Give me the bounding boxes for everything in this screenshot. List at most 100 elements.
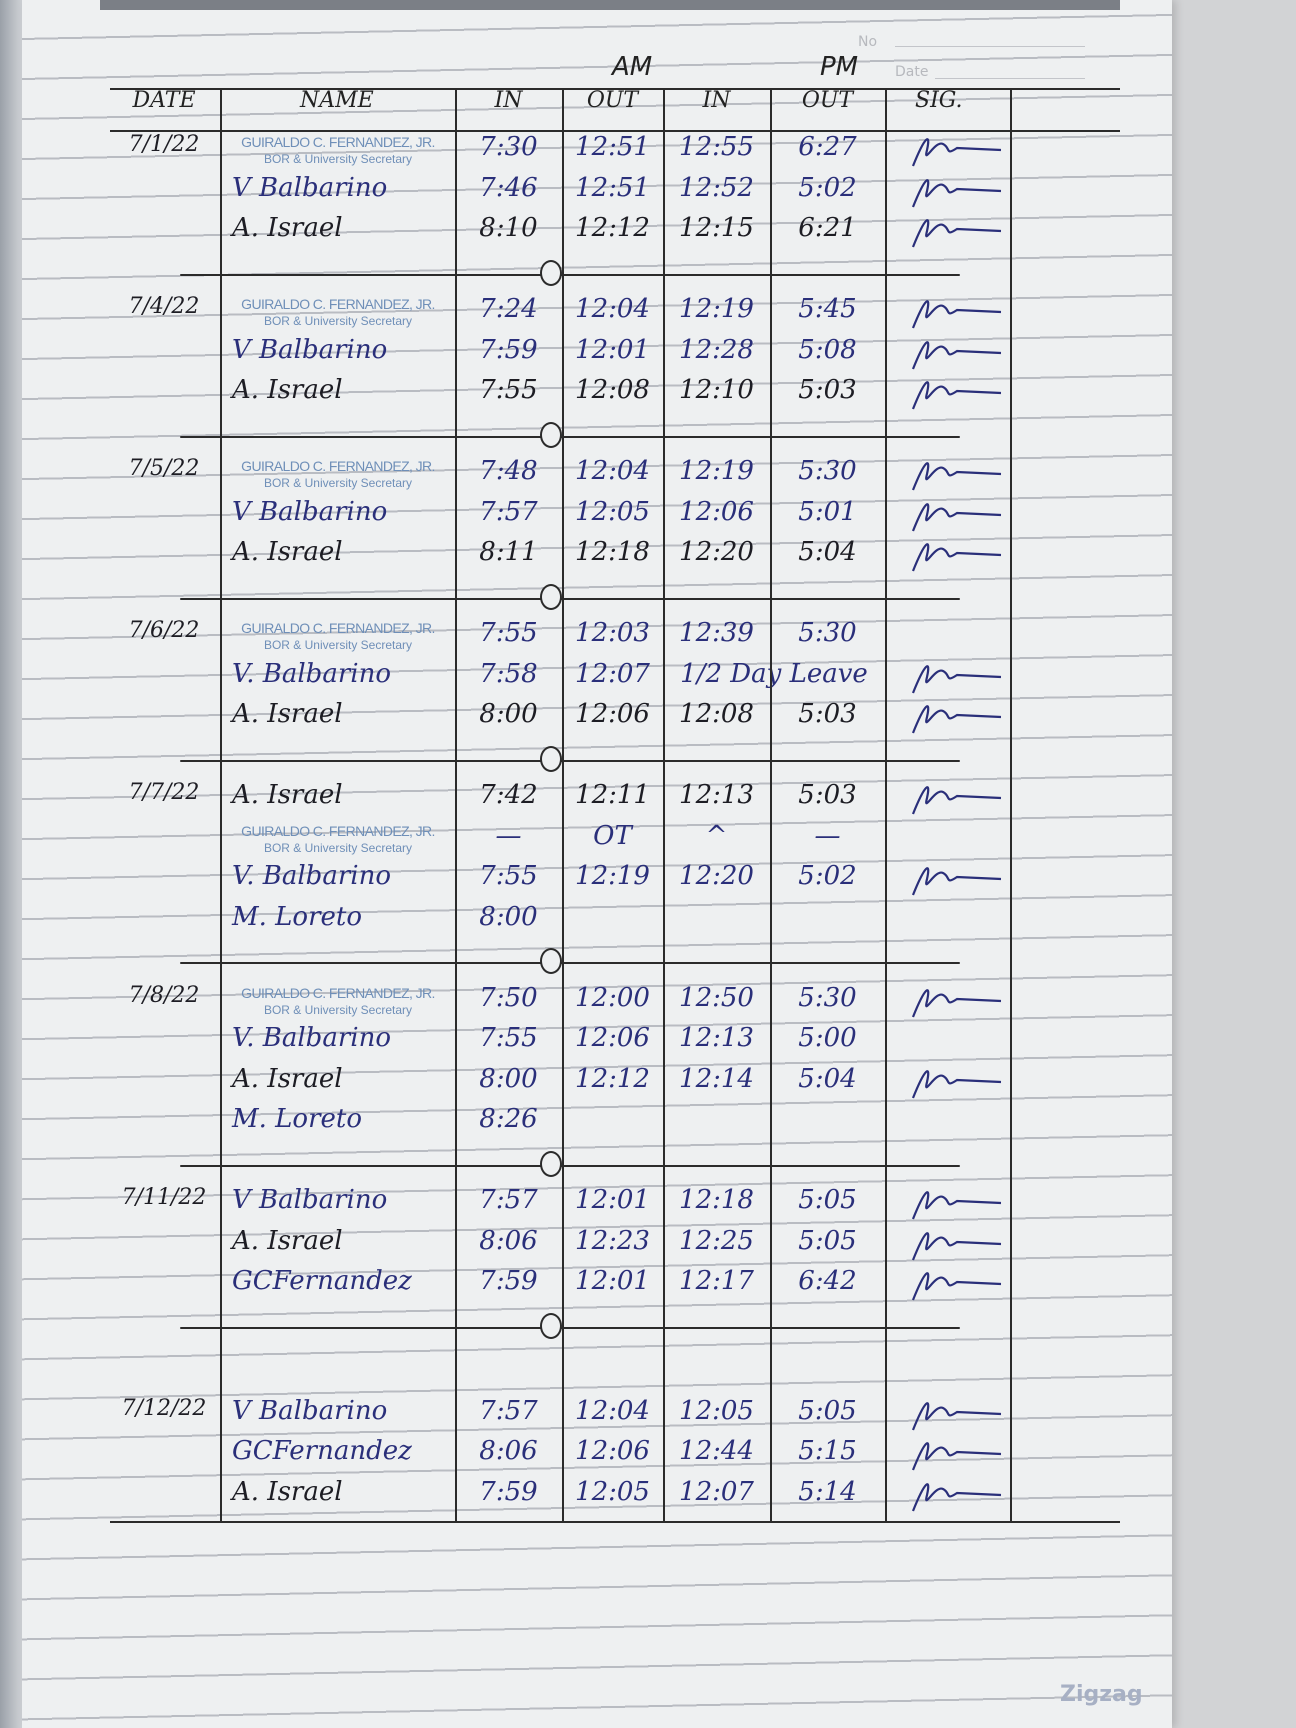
column-divider: [220, 88, 222, 1522]
pm-out-cell: 5:03: [798, 375, 857, 405]
name-cell: A. Israel: [232, 780, 343, 810]
am-in-cell: 7:24: [479, 294, 538, 324]
am-in-cell: 7:59: [479, 1476, 538, 1507]
table-row: GUIRALDO C. FERNANDEZ, JR. BOR & Universi…: [110, 821, 1120, 861]
am-out-cell: 12:12: [575, 1063, 650, 1094]
pm-in-cell: 12:10: [679, 375, 754, 405]
date-cell: 7/1/22: [128, 132, 200, 157]
am-in-cell: 7:59: [479, 1266, 538, 1296]
am-out-cell: 12:03: [575, 618, 650, 648]
am-out-cell: 12:08: [575, 375, 650, 405]
column-divider: [770, 88, 772, 1522]
pm-in-cell: 12:50: [679, 982, 754, 1013]
am-in-cell: 8:11: [479, 537, 538, 567]
am-out-cell: 12:12: [575, 213, 650, 243]
table-row: 7/12/22 V Balbarino 7:57 12:04 12:05 5:05: [110, 1396, 1120, 1436]
table-row: A. Israel 8:06 12:23 12:25 5:05: [110, 1226, 1120, 1266]
name-cell: A. Israel: [232, 1476, 343, 1507]
pm-out-cell: 5:30: [798, 982, 857, 1013]
pm-in-cell: 12:20: [679, 537, 754, 567]
name-cell: A. Israel: [232, 1225, 343, 1256]
table-row: A. Israel 7:59 12:05 12:07 5:14: [110, 1477, 1120, 1517]
am-in-cell: 7:59: [479, 334, 538, 365]
name-cell: GCFernandez: [232, 1266, 412, 1296]
group-separator: [110, 740, 1120, 780]
pm-in-cell: 12:08: [679, 699, 754, 729]
header-pm-in: IN: [702, 88, 731, 113]
table-row: A. Israel 7:55 12:08 12:10 5:03: [110, 375, 1120, 415]
pm-in-cell: 12:39: [679, 618, 754, 648]
table-row: M. Loreto 8:26: [110, 1104, 1120, 1144]
am-in-cell: 7:48: [479, 456, 538, 486]
am-in-cell: 8:00: [479, 699, 538, 729]
separator-circle: [540, 745, 562, 772]
am-out-cell: 12:06: [575, 1023, 650, 1053]
name-cell: V. Balbarino: [232, 861, 391, 891]
am-out-cell: 12:06: [575, 699, 650, 729]
pm-out-cell: 5:05: [798, 1185, 857, 1215]
pm-in-cell: 12:13: [679, 780, 754, 810]
am-out-cell: 12:05: [575, 1476, 650, 1507]
separator-line: [180, 597, 960, 600]
name-cell: V Balbarino: [232, 1395, 388, 1426]
separator-circle: [540, 1312, 562, 1339]
pm-out-cell: 5:15: [798, 1436, 857, 1467]
pm-in-cell: ^: [705, 820, 728, 851]
am-out-cell: 12:18: [575, 537, 650, 567]
table-row: 7/11/22 V Balbarino 7:57 12:01 12:18 5:05: [110, 1185, 1120, 1225]
date-cell: 7/7/22: [128, 780, 200, 805]
pm-in-cell: 12:18: [679, 1185, 754, 1215]
signature-mark: [911, 178, 1002, 207]
pm-out-cell: 6:42: [798, 1266, 857, 1296]
signature-mark: [911, 1069, 1002, 1098]
am-in-cell: 7:55: [479, 618, 538, 648]
date-cell: 7/5/22: [128, 456, 200, 481]
table-row: M. Loreto 8:00: [110, 902, 1120, 942]
pm-in-cell: 12:25: [679, 1225, 754, 1256]
separator-line: [180, 1326, 960, 1329]
am-out-cell: 12:04: [575, 1395, 650, 1426]
stamp-name: GUIRALDO C. FERNANDEZ, JR.: [241, 822, 435, 839]
pm-in-cell: 12:20: [679, 861, 754, 891]
am-in-cell: 8:06: [479, 1225, 538, 1256]
group-separator: [110, 416, 1120, 456]
table-header: DATE NAME IN OUT IN OUT SIG.: [110, 88, 1120, 128]
am-in-cell: 8:26: [479, 1104, 538, 1134]
separator-line: [180, 435, 960, 438]
date-cell: 7/11/22: [121, 1185, 207, 1210]
table-bottom-rule: [110, 1521, 1120, 1524]
pm-out-cell: 5:30: [798, 618, 857, 648]
am-out-cell: 12:05: [575, 496, 650, 527]
pm-out-cell: 5:02: [798, 172, 857, 203]
notebook-edge: [0, 0, 22, 1728]
group-separator: [110, 942, 1120, 982]
date-printed-label: Date: [895, 64, 929, 80]
name-stamp: GUIRALDO C. FERNANDEZ, JR. BOR & Universi…: [223, 294, 453, 328]
pm-out-cell: 5:03: [798, 780, 857, 810]
signature-mark: [911, 381, 1002, 410]
signature-mark: [911, 1442, 1002, 1471]
am-in-cell: 7:30: [479, 132, 538, 162]
name-cell: V. Balbarino: [232, 1023, 391, 1053]
am-in-cell: 8:00: [479, 1063, 538, 1094]
am-in-cell: 7:55: [479, 1023, 538, 1053]
header-name: NAME: [300, 88, 374, 113]
stamp-name: GUIRALDO C. FERNANDEZ, JR.: [241, 134, 435, 150]
pm-out-cell: 5:05: [798, 1395, 857, 1426]
pm-in-cell: 12:55: [679, 132, 754, 162]
header-sig: SIG.: [915, 88, 963, 113]
name-cell: V Balbarino: [232, 334, 388, 365]
table-row: 7/4/22 GUIRALDO C. FERNANDEZ, JR. BOR & Un…: [110, 294, 1120, 334]
am-in-cell: 7:57: [479, 1185, 538, 1215]
separator-circle: [540, 421, 562, 448]
no-label: No: [858, 34, 878, 50]
am-out-cell: 12:04: [575, 294, 650, 324]
am-out-cell: 12:04: [575, 456, 650, 486]
name-cell: A. Israel: [232, 213, 343, 243]
signature-mark: [911, 664, 1002, 693]
table-row: A. Israel 8:00 12:06 12:08 5:03: [110, 699, 1120, 739]
table-row: V Balbarino 7:46 12:51 12:52 5:02: [110, 173, 1120, 213]
table-row: 7/7/22 A. Israel 7:42 12:11 12:13 5:03: [110, 780, 1120, 820]
page-top-edge: [100, 0, 1120, 10]
table-row: 7/8/22 GUIRALDO C. FERNANDEZ, JR. BOR & Un…: [110, 983, 1120, 1023]
